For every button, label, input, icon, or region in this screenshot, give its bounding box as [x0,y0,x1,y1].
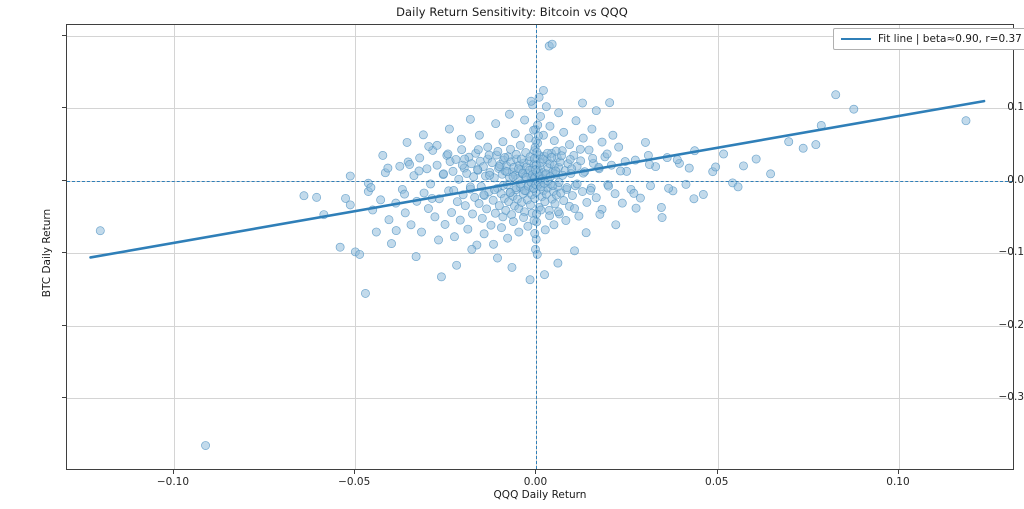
x-tick-mark [354,470,356,474]
x-tick-mark [897,470,899,474]
gridline-horizontal [67,398,1013,400]
y-tick-label: −0.1 [998,246,1024,259]
y-tick-label: −0.3 [998,391,1024,404]
fit-line-layer [89,99,986,259]
gridline-vertical [717,25,719,469]
fit-line-swatch-icon [841,37,871,41]
legend-entry-label: Fit line | beta≈0.90, r=0.37 [878,33,1022,45]
gridline-vertical [898,25,900,469]
y-tick-mark [62,179,66,181]
gridline-vertical [173,25,175,469]
y-tick-label: 0.1 [1007,101,1024,114]
x-tick-label: −0.05 [338,476,371,488]
gridline-horizontal [67,108,1013,110]
x-tick-mark [716,470,718,474]
y-tick-mark [62,34,66,36]
scatter-points-layer [95,39,971,450]
x-axis-label: QQQ Daily Return [493,489,587,501]
x-tick-mark [172,470,174,474]
x-tick-label: −0.10 [156,476,190,488]
gridline-horizontal [67,35,1013,37]
reference-line-horizontal-zero [67,180,1013,182]
gridline-horizontal [67,325,1013,327]
reference-line-vertical-zero [536,25,538,469]
x-tick-label: 0.00 [523,476,548,488]
y-tick-label: 0.0 [1007,173,1024,186]
x-tick-label: 0.05 [705,476,729,488]
y-tick-mark [62,397,66,399]
chart-legend[interactable]: Fit line | beta≈0.90, r=0.37 [833,28,1024,50]
x-tick-label: 0.10 [886,476,910,488]
x-tick-mark [535,470,537,474]
gridline-vertical [355,25,357,469]
y-tick-label: −0.2 [998,318,1024,331]
plot-area[interactable] [66,24,1014,470]
y-tick-mark [62,107,66,109]
y-tick-mark [62,324,66,326]
y-tick-mark [62,252,66,254]
chart-title: Daily Return Sensitivity: Bitcoin vs QQQ [396,5,628,19]
y-axis-label: BTC Daily Return [41,208,53,298]
